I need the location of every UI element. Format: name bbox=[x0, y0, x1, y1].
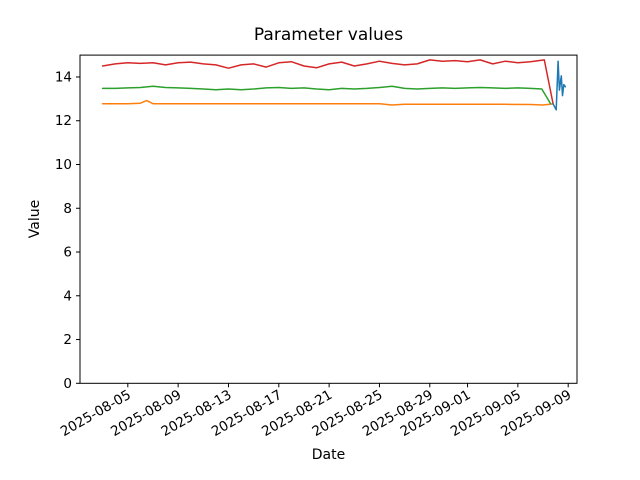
y-tick-label: 10 bbox=[55, 157, 72, 173]
y-tick-label: 6 bbox=[63, 245, 72, 261]
series-blue-line bbox=[552, 60, 567, 111]
y-tick-label: 8 bbox=[63, 201, 72, 217]
y-tick-label: 4 bbox=[63, 288, 72, 304]
chart-title: Parameter values bbox=[253, 25, 404, 45]
axes-box bbox=[79, 54, 578, 384]
y-tick-label: 12 bbox=[55, 113, 72, 129]
y-tick-label: 0 bbox=[63, 376, 72, 392]
y-tick-label: 2 bbox=[63, 332, 72, 348]
series-green-line bbox=[101, 85, 552, 105]
x-axis-label: Date bbox=[311, 447, 346, 463]
y-tick-label: 14 bbox=[55, 69, 72, 85]
series-red-line bbox=[101, 59, 554, 105]
series-orange-line bbox=[101, 99, 554, 106]
